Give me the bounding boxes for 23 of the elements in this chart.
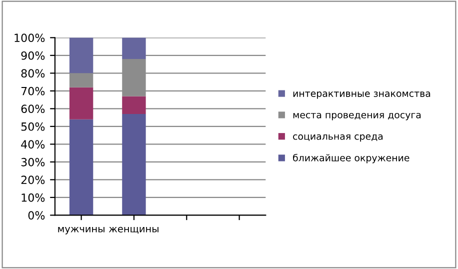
y-tick-label: 10% xyxy=(22,193,45,202)
bar xyxy=(69,38,94,74)
y-tick-label: 0% xyxy=(28,211,45,220)
legend-label: ближайшее окружение xyxy=(293,154,410,164)
bar xyxy=(69,119,94,216)
bar xyxy=(122,114,146,216)
y-tick-label: 70% xyxy=(21,86,45,96)
y-tick-label: 60% xyxy=(21,104,45,114)
y-tick-label: 20% xyxy=(21,176,45,184)
y-tick-label: 30% xyxy=(21,158,45,166)
bar xyxy=(122,96,146,114)
bar xyxy=(69,87,94,120)
y-tick-label: 40% xyxy=(21,140,45,149)
bar xyxy=(122,38,146,59)
legend-label: места проведения досуга xyxy=(293,112,421,120)
legend-label: социальная среда xyxy=(293,134,383,142)
y-tick-label: 90% xyxy=(21,51,45,60)
x-tick-label: мужчины xyxy=(58,226,104,234)
y-tick-label: 80% xyxy=(21,69,45,78)
legend-label: интерактивные знакомства xyxy=(293,92,430,99)
x-tick-label: женщины xyxy=(108,226,158,234)
y-tick-label: 100% xyxy=(14,34,45,42)
y-tick-label: 50% xyxy=(21,122,45,131)
